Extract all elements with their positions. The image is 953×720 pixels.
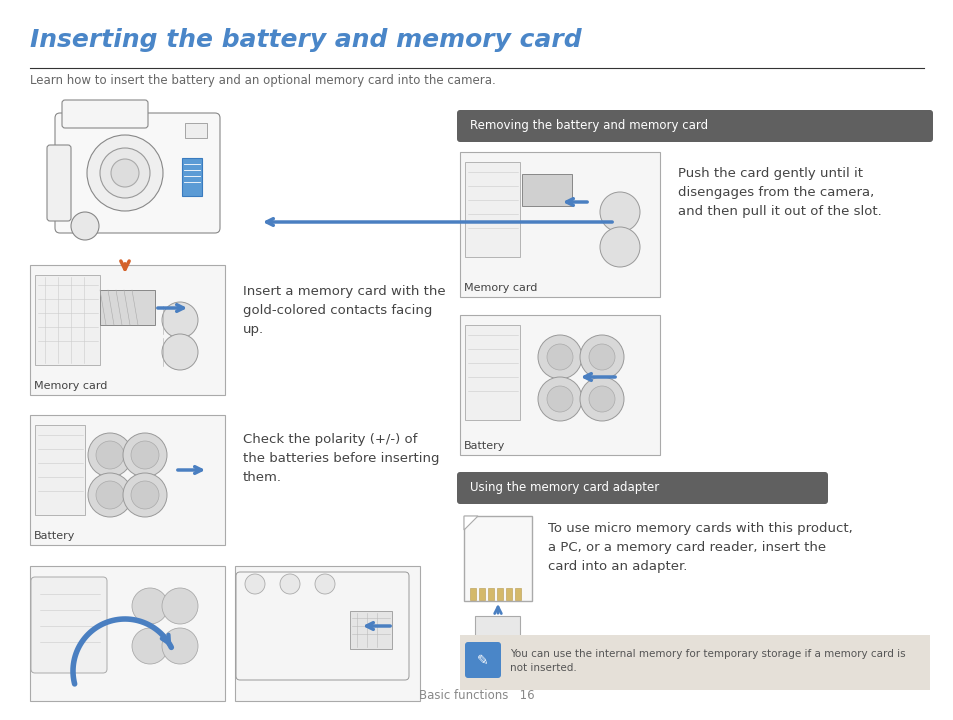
FancyBboxPatch shape xyxy=(456,110,932,142)
Bar xyxy=(350,611,392,649)
Circle shape xyxy=(88,433,132,477)
FancyBboxPatch shape xyxy=(30,577,107,673)
Bar xyxy=(234,566,419,701)
Bar xyxy=(515,588,520,600)
Circle shape xyxy=(599,227,639,267)
Circle shape xyxy=(280,574,299,594)
Circle shape xyxy=(588,386,615,412)
Text: Basic functions   16: Basic functions 16 xyxy=(418,689,535,702)
Bar xyxy=(30,265,225,395)
Bar xyxy=(459,315,659,455)
Circle shape xyxy=(96,481,124,509)
Bar xyxy=(182,158,202,196)
Circle shape xyxy=(123,433,167,477)
Circle shape xyxy=(100,148,150,198)
Circle shape xyxy=(314,574,335,594)
FancyBboxPatch shape xyxy=(475,616,519,651)
Bar xyxy=(478,588,484,600)
Text: ✎: ✎ xyxy=(476,654,488,668)
Circle shape xyxy=(96,441,124,469)
FancyBboxPatch shape xyxy=(456,472,827,504)
Text: Learn how to insert the battery and an optional memory card into the camera.: Learn how to insert the battery and an o… xyxy=(30,74,496,87)
Circle shape xyxy=(111,159,139,187)
Text: You can use the internal memory for temporary storage if a memory card is
not in: You can use the internal memory for temp… xyxy=(510,649,904,673)
Circle shape xyxy=(132,628,168,664)
Bar xyxy=(35,425,85,515)
Bar xyxy=(459,635,929,690)
Text: Battery: Battery xyxy=(34,531,75,541)
Bar xyxy=(30,415,225,545)
Circle shape xyxy=(162,588,198,624)
Circle shape xyxy=(245,574,265,594)
Circle shape xyxy=(123,473,167,517)
Text: Battery: Battery xyxy=(463,441,505,451)
FancyBboxPatch shape xyxy=(463,516,532,601)
Circle shape xyxy=(537,335,581,379)
Bar xyxy=(464,162,519,257)
Text: Memory card: Memory card xyxy=(463,283,537,293)
Circle shape xyxy=(579,377,623,421)
Bar xyxy=(521,174,572,206)
Bar xyxy=(30,566,225,701)
Bar xyxy=(505,588,512,600)
Text: Inserting the battery and memory card: Inserting the battery and memory card xyxy=(30,28,581,52)
Circle shape xyxy=(546,344,573,370)
Circle shape xyxy=(132,588,168,624)
Bar xyxy=(464,325,519,420)
Circle shape xyxy=(71,212,99,240)
Text: Check the polarity (+/-) of
the batteries before inserting
them.: Check the polarity (+/-) of the batterie… xyxy=(243,433,439,484)
FancyBboxPatch shape xyxy=(464,642,500,678)
FancyBboxPatch shape xyxy=(55,113,220,233)
Circle shape xyxy=(162,302,198,338)
FancyBboxPatch shape xyxy=(62,100,148,128)
Bar xyxy=(459,152,659,297)
Bar xyxy=(185,123,207,138)
Bar xyxy=(35,275,100,365)
Circle shape xyxy=(546,386,573,412)
Text: Using the memory card adapter: Using the memory card adapter xyxy=(470,482,659,495)
Circle shape xyxy=(588,344,615,370)
Bar xyxy=(100,290,154,325)
FancyBboxPatch shape xyxy=(235,572,409,680)
Text: Removing the battery and memory card: Removing the battery and memory card xyxy=(470,120,707,132)
Circle shape xyxy=(131,481,159,509)
Text: Push the card gently until it
disengages from the camera,
and then pull it out o: Push the card gently until it disengages… xyxy=(678,167,881,218)
Polygon shape xyxy=(463,516,477,530)
Text: Memory card: Memory card xyxy=(34,381,108,391)
Circle shape xyxy=(162,334,198,370)
Bar xyxy=(470,588,476,600)
Circle shape xyxy=(162,628,198,664)
Circle shape xyxy=(599,192,639,232)
Bar xyxy=(497,588,502,600)
Circle shape xyxy=(88,473,132,517)
Circle shape xyxy=(131,441,159,469)
Text: To use micro memory cards with this product,
a PC, or a memory card reader, inse: To use micro memory cards with this prod… xyxy=(547,522,852,573)
Circle shape xyxy=(579,335,623,379)
Circle shape xyxy=(537,377,581,421)
Text: Insert a memory card with the
gold-colored contacts facing
up.: Insert a memory card with the gold-color… xyxy=(243,285,445,336)
Bar xyxy=(488,588,494,600)
Circle shape xyxy=(87,135,163,211)
FancyBboxPatch shape xyxy=(47,145,71,221)
